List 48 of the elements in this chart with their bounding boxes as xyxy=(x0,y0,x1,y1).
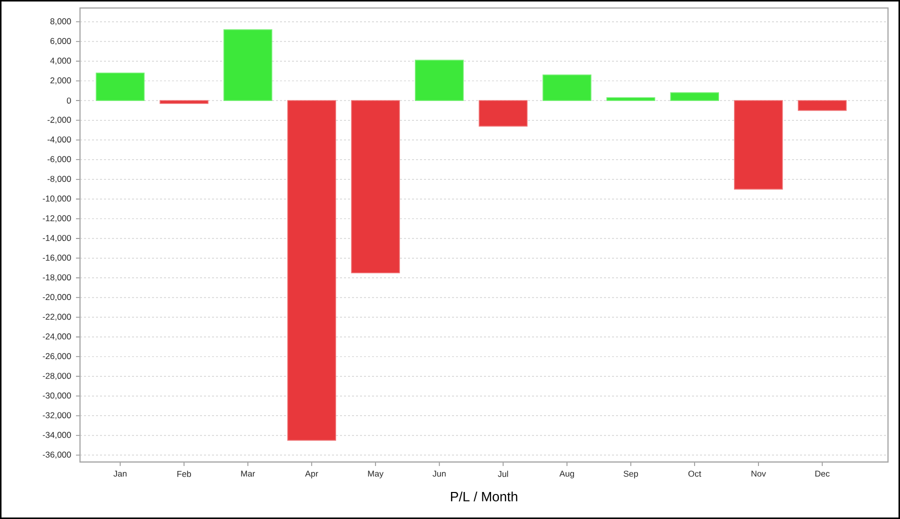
y-tick-label: -10,000 xyxy=(42,196,71,203)
y-tick-label: -16,000 xyxy=(42,254,71,262)
x-tick-label: Feb xyxy=(177,470,192,477)
bar xyxy=(287,100,336,441)
y-tick-label: -8,000 xyxy=(48,176,71,183)
bar xyxy=(478,100,528,127)
y-tick-label: -32,000 xyxy=(42,412,71,420)
y-tick-label: -22,000 xyxy=(42,314,71,321)
y-tick-label: 4,000 xyxy=(50,58,71,65)
x-tick-label: Jul xyxy=(498,470,508,477)
x-tick-label: Sep xyxy=(624,470,638,478)
bar xyxy=(351,100,400,274)
x-tick-label: Jun xyxy=(432,470,446,477)
y-tick-label: -26,000 xyxy=(42,353,71,360)
y-tick-label: -30,000 xyxy=(42,392,71,400)
y-tick-label: 6,000 xyxy=(50,38,71,45)
bar xyxy=(798,100,847,111)
y-tick-label: -36,000 xyxy=(42,452,71,459)
y-tick-label: -20,000 xyxy=(42,294,71,302)
y-tick-label: -4,000 xyxy=(48,136,71,144)
bar xyxy=(670,92,720,101)
x-tick-label: Aug xyxy=(559,470,574,478)
bar xyxy=(223,29,272,101)
bar xyxy=(734,100,783,190)
bar xyxy=(606,97,656,101)
bar xyxy=(542,74,592,101)
y-tick-label: -6,000 xyxy=(48,156,71,164)
x-tick-label: Nov xyxy=(752,470,766,477)
bar xyxy=(96,72,145,101)
x-tick-label: Mar xyxy=(241,470,256,477)
y-tick-label: -12,000 xyxy=(42,215,71,222)
x-axis-title: P/L / Month xyxy=(451,492,518,502)
bar xyxy=(414,60,464,101)
y-tick-label: 0 xyxy=(66,98,71,104)
y-tick-label: 8,000 xyxy=(50,18,71,26)
y-tick-label: 2,000 xyxy=(50,77,71,84)
y-tick-label: -2,000 xyxy=(48,116,71,124)
x-tick-label: Apr xyxy=(305,470,318,478)
y-tick-label: -24,000 xyxy=(42,333,71,340)
x-tick-label: May xyxy=(368,470,384,478)
bar xyxy=(160,100,208,104)
x-tick-label: Oct xyxy=(688,470,702,477)
x-tick-label: Dec xyxy=(815,470,830,477)
y-tick-label: -28,000 xyxy=(42,372,71,380)
y-tick-label: -14,000 xyxy=(42,234,71,242)
x-tick-label: Jan xyxy=(113,470,126,477)
y-tick-label: -18,000 xyxy=(42,274,71,282)
y-tick-label: -34,000 xyxy=(42,432,71,439)
